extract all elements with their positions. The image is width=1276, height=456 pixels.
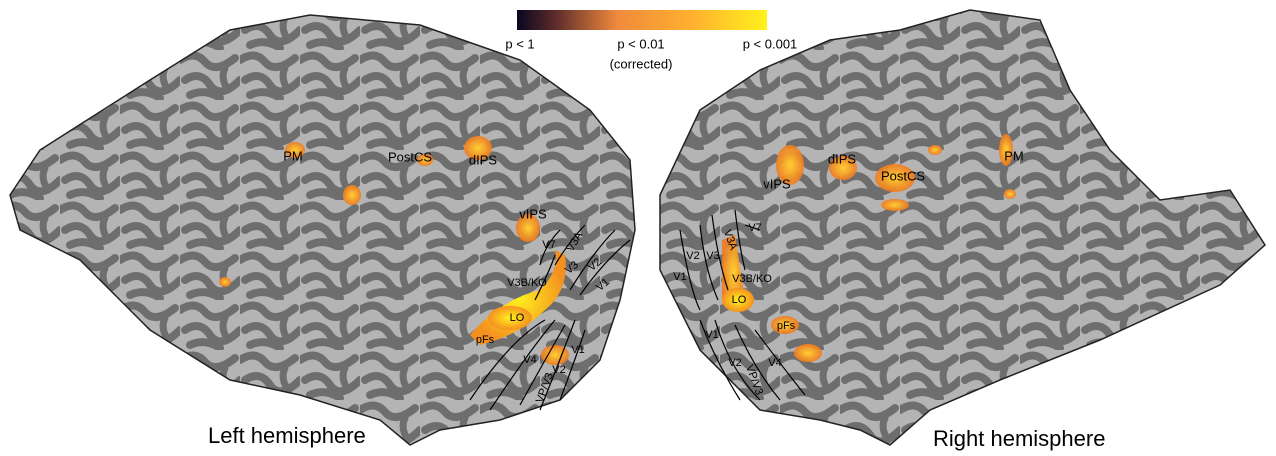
region-label: PM: [1004, 148, 1024, 163]
region-label: V3: [706, 250, 719, 262]
region-label: V4: [768, 357, 781, 369]
region-label: V1: [571, 344, 584, 356]
figure: p < 1 p < 0.01 (corrected) p < 0.001 Lef…: [0, 0, 1276, 456]
colorbar-label: p < 0.001: [743, 36, 798, 51]
hemisphere-title: Right hemisphere: [933, 426, 1105, 451]
region-label: PostCS: [881, 168, 925, 183]
region-label: vIPS: [763, 176, 791, 191]
region-label: V3B/KO: [507, 277, 547, 289]
region-label: V2: [552, 364, 565, 376]
region-label: LO: [732, 294, 747, 306]
region-label: dIPS: [828, 151, 857, 166]
region-label: V7: [542, 239, 555, 251]
region-label: pFs: [476, 334, 495, 346]
region-label: PM: [283, 148, 303, 163]
region-label: V3B/KO: [732, 273, 772, 285]
hemisphere-title: Left hemisphere: [208, 423, 366, 448]
region-label: pFs: [777, 320, 796, 332]
colorbar-label: (corrected): [610, 56, 673, 71]
colorbar-label: p < 0.01: [617, 36, 664, 51]
region-label: V1: [705, 329, 718, 341]
colorbar-label: p < 1: [505, 36, 534, 51]
region-label: V2: [686, 250, 699, 262]
region-label: V4: [523, 354, 536, 366]
region-label: LO: [510, 312, 525, 324]
region-label: dIPS: [469, 152, 498, 167]
colorbar: p < 1 p < 0.01 (corrected) p < 0.001: [505, 10, 797, 71]
region-label: V1: [673, 271, 686, 283]
region-label: V2: [728, 357, 741, 369]
region-label: V7: [748, 222, 761, 234]
region-label: PostCS: [388, 149, 432, 164]
region-label: vIPS: [519, 206, 547, 221]
colorbar-gradient: [517, 10, 767, 30]
